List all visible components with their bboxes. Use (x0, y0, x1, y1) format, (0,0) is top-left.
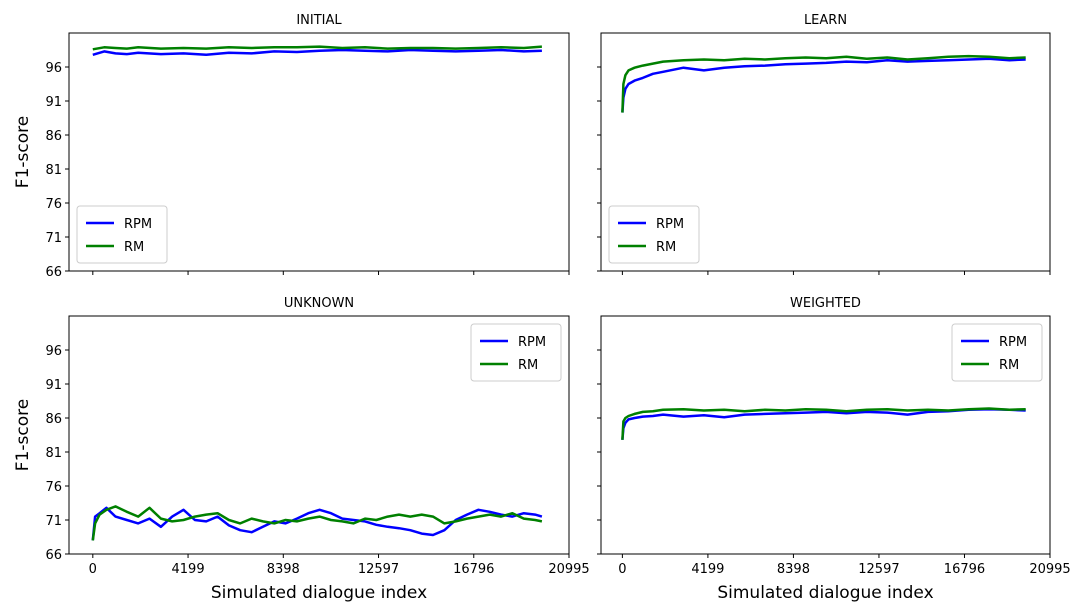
x-tick-label: 4199 (172, 562, 205, 577)
legend: RPM RM (470, 323, 562, 382)
y-tick-label: 81 (45, 163, 62, 178)
series-line-rm (621, 407, 1026, 440)
legend-box (951, 323, 1043, 382)
y-tick-label: 96 (45, 344, 62, 359)
y-tick-label: 91 (45, 95, 62, 110)
subplot-title: UNKNOWN (284, 296, 354, 311)
subplot-2: LEARN RPM RM (597, 13, 1051, 275)
plot-frame (600, 32, 1051, 272)
y-tick-label: 71 (45, 231, 62, 246)
y-tick-label: 76 (45, 197, 62, 212)
y-tick-label: 91 (45, 378, 62, 393)
legend: RPM RM (608, 205, 700, 264)
x-axis-label: Simulated dialogue index (717, 583, 933, 603)
x-tick-label: 8398 (777, 562, 810, 577)
plot-frame (68, 32, 570, 272)
y-tick-label: 66 (45, 265, 62, 280)
legend-label-rm: RM (656, 240, 676, 255)
legend-box (76, 205, 168, 264)
plot-frame (68, 315, 570, 555)
series-line-rm (621, 54, 1026, 113)
subplot-4: WEIGHTED 0 4199 8398 12597 16796 20995 Simulate… (597, 296, 1071, 603)
x-tick-label: 0 (618, 562, 626, 577)
legend-label-rpm: RPM (656, 217, 684, 232)
x-tick-label: 12597 (358, 562, 399, 577)
x-tick-label: 8398 (267, 562, 300, 577)
subplot-title: WEIGHTED (790, 296, 861, 311)
y-axis-label: F1-score (13, 116, 33, 188)
plot-frame (600, 315, 1051, 555)
x-tick-label: 16796 (944, 562, 985, 577)
legend-label-rm: RM (999, 358, 1019, 373)
series-line-rpm (92, 48, 542, 57)
legend-box (608, 205, 700, 264)
x-tick-label: 12597 (858, 562, 899, 577)
legend: RPM RM (951, 323, 1043, 382)
y-tick-label: 86 (45, 129, 62, 144)
x-tick-label: 20995 (1029, 562, 1070, 577)
x-tick-label: 20995 (548, 562, 589, 577)
legend-box (470, 323, 562, 382)
subplot-3: UNKNOWN 66 71 76 81 86 91 96 0 4199 8398 12597 16796… (13, 296, 590, 603)
legend-label-rm: RM (124, 240, 144, 255)
x-tick-label: 0 (89, 562, 97, 577)
x-axis-label: Simulated dialogue index (211, 583, 427, 603)
subplot-1: INITIAL 66 71 76 81 86 91 96 F1-score RPM RM (13, 13, 570, 280)
series-line-rm (91, 505, 543, 541)
legend-label-rpm: RPM (999, 335, 1027, 350)
series-line-rpm (621, 57, 1026, 113)
legend-label-rm: RM (518, 358, 538, 373)
subplot-title: LEARN (804, 13, 847, 28)
legend-label-rpm: RPM (518, 335, 546, 350)
y-tick-label: 81 (45, 446, 62, 461)
series-line-rpm (91, 506, 543, 541)
legend: RPM RM (76, 205, 168, 264)
x-tick-label: 4199 (691, 562, 724, 577)
x-tick-label: 16796 (453, 562, 494, 577)
y-tick-label: 96 (45, 61, 62, 76)
y-tick-label: 66 (45, 548, 62, 563)
y-tick-label: 76 (45, 480, 62, 495)
subplot-title: INITIAL (296, 13, 342, 28)
series-line-rpm (621, 407, 1026, 440)
y-tick-label: 86 (45, 412, 62, 427)
y-axis-label: F1-score (13, 399, 33, 471)
y-tick-label: 71 (45, 514, 62, 529)
legend-label-rpm: RPM (124, 217, 152, 232)
series-line-rm (92, 45, 542, 51)
